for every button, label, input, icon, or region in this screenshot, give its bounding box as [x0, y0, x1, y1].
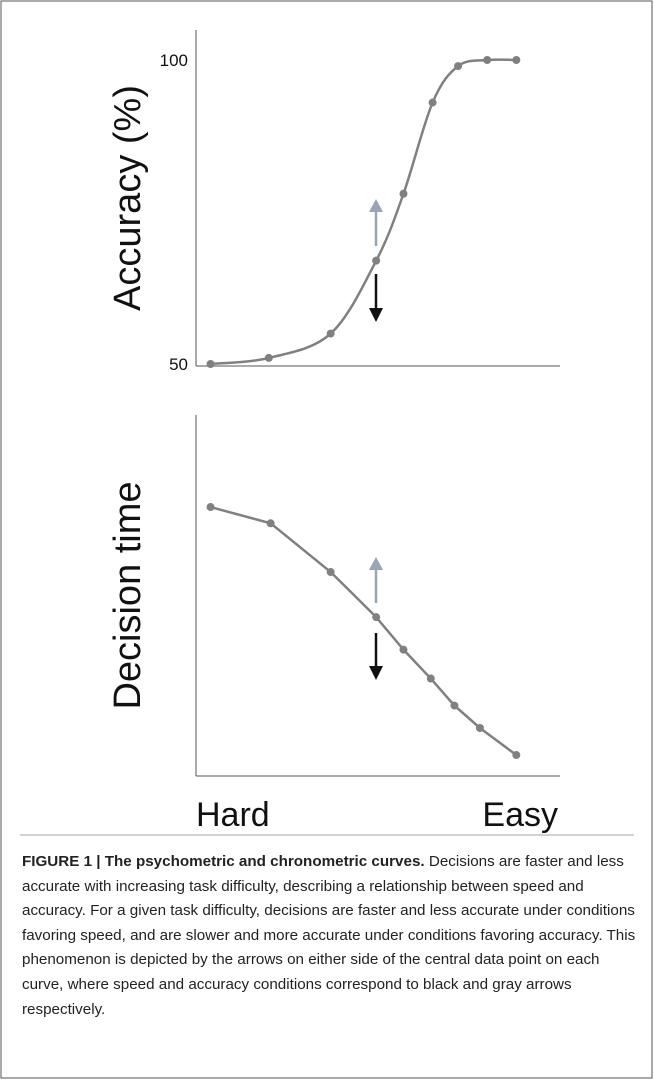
- gray-arrow-head: [369, 199, 383, 212]
- data-point: [399, 189, 408, 198]
- y-tick-label: 100: [160, 51, 188, 70]
- data-point: [399, 645, 408, 654]
- data-point: [483, 56, 492, 64]
- gray-arrow-head: [369, 557, 383, 570]
- x-tick-label: Hard: [196, 796, 270, 834]
- data-point: [266, 519, 275, 528]
- y-tick-label: 50: [169, 355, 188, 374]
- caption: FIGURE 1 | The psychometric and chronome…: [22, 850, 637, 1022]
- y-axis-label: Accuracy (%): [107, 85, 149, 311]
- data-point: [454, 62, 463, 71]
- data-point: [372, 256, 381, 265]
- data-point: [326, 568, 335, 577]
- data-point: [426, 674, 435, 683]
- caption-text: Decisions are faster and less accurate w…: [22, 853, 636, 1018]
- data-line: [210, 505, 518, 757]
- data-line: [210, 58, 517, 366]
- x-tick-label: Easy: [482, 796, 558, 834]
- caption-label: FIGURE 1 | The psychometric and chronome…: [22, 853, 425, 870]
- data-point: [428, 98, 437, 107]
- data-point: [206, 503, 215, 512]
- y-axis-label: Decision time: [107, 481, 149, 709]
- data-point: [475, 723, 484, 732]
- data-point: [450, 701, 459, 710]
- data-point: [512, 751, 521, 760]
- data-point: [206, 360, 215, 368]
- black-arrow-head: [369, 308, 383, 322]
- arrows: [369, 199, 383, 680]
- data-point: [264, 353, 273, 362]
- data-point: [372, 613, 381, 622]
- black-arrow-head: [369, 666, 383, 680]
- data-point: [326, 329, 335, 338]
- data-point: [512, 56, 521, 64]
